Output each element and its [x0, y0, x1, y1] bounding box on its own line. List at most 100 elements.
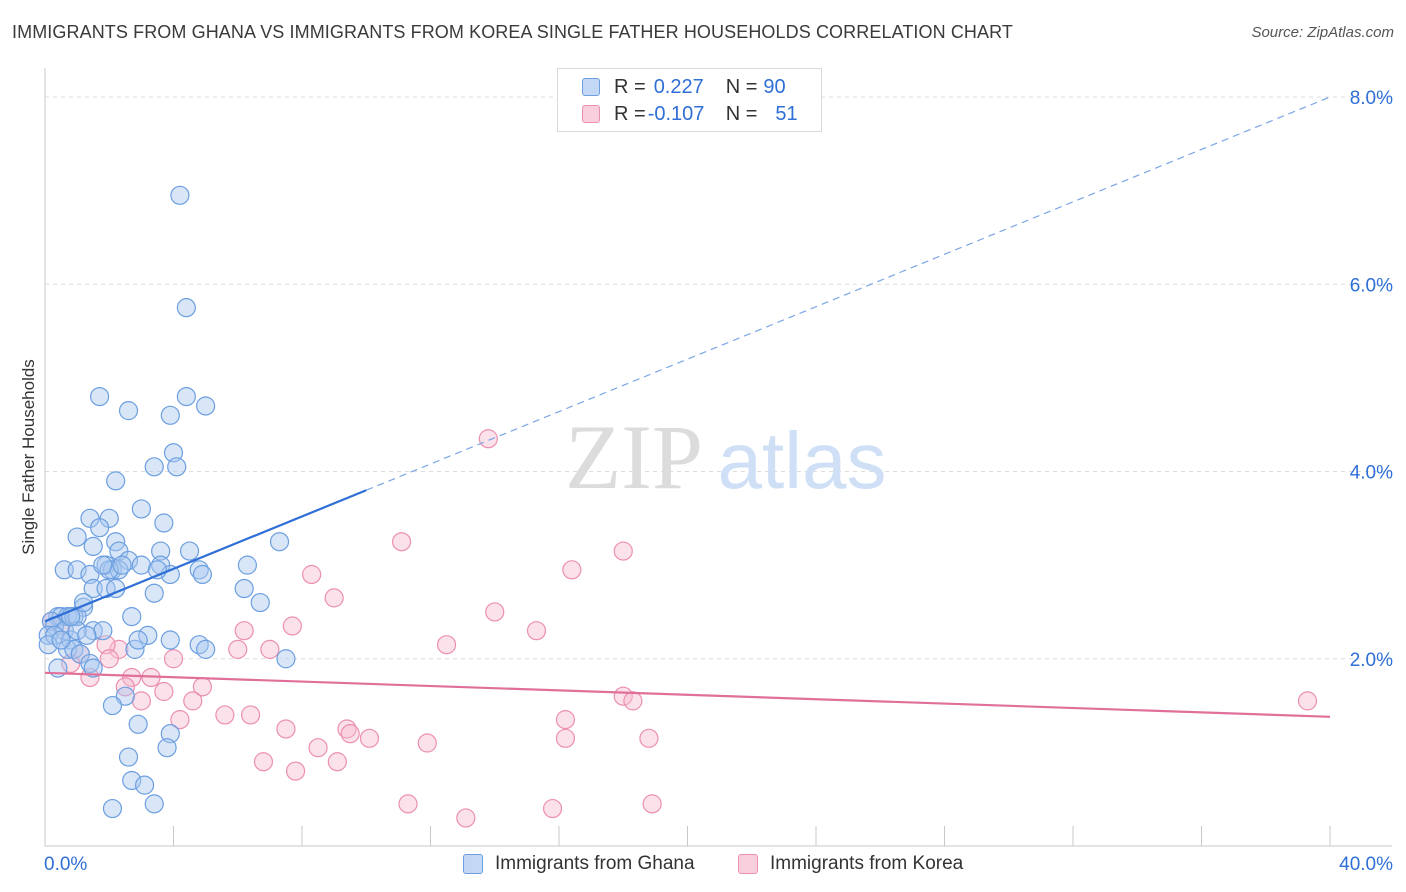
korea-point: [542, 798, 563, 819]
ghana-point: [144, 794, 164, 814]
korea-point: [163, 649, 184, 669]
ghana-point: [131, 555, 151, 575]
ghana-point: [93, 555, 113, 575]
korea-point: [417, 733, 437, 753]
ghana-point: [234, 578, 254, 599]
ghana-point: [167, 457, 187, 477]
y-axis-label: Single Father Households: [19, 359, 38, 555]
ghana-point: [106, 471, 126, 491]
korea-point: [324, 588, 344, 608]
korea-point: [215, 705, 235, 725]
korea-point: [1297, 691, 1318, 711]
ghana-points: [38, 185, 296, 819]
n-label: N =: [725, 75, 758, 98]
korea-point: [639, 728, 659, 748]
korea-point: [340, 724, 360, 744]
korea-point: [183, 691, 203, 711]
y-tick-label: 2.0%: [1350, 650, 1393, 671]
korea-point: [99, 649, 119, 669]
source-label: Source: ZipAtlas.com: [1251, 24, 1394, 41]
ghana-point: [90, 387, 110, 407]
korea-point: [359, 728, 380, 748]
ghana-point: [83, 658, 103, 678]
korea-point: [555, 710, 576, 730]
korea-point: [398, 794, 418, 814]
ghana-point: [102, 695, 123, 716]
ghana-point: [57, 639, 78, 659]
trend-lines: [44, 96, 1331, 718]
ghana-point: [138, 625, 158, 645]
korea-point: [122, 667, 142, 688]
ghana-point: [128, 714, 148, 734]
x-tick-label: 0.0%: [44, 854, 87, 875]
korea-point: [623, 691, 643, 711]
y-tick-label: 6.0%: [1350, 275, 1393, 296]
korea-point: [228, 639, 248, 659]
korea-point: [391, 532, 412, 552]
ghana-swatch: [582, 78, 600, 96]
korea-point: [96, 635, 116, 655]
korea-point: [253, 752, 274, 772]
n-value: 90: [763, 75, 786, 98]
r-label: R =: [614, 102, 646, 125]
ghana-point: [115, 686, 135, 706]
ghana-point: [118, 747, 139, 767]
correlation-legend: R = 0.227 N = 90 R = -0.107 N = 51: [557, 68, 822, 132]
ghana-point: [67, 560, 87, 580]
ghana-point: [134, 775, 155, 795]
korea-point: [154, 681, 174, 702]
korea-point: [282, 616, 302, 636]
ghana-point: [196, 396, 216, 416]
axes: [44, 68, 1392, 847]
ghana-point: [90, 518, 110, 538]
korea-point: [260, 639, 280, 659]
ghana-point: [131, 499, 151, 519]
korea-point: [308, 738, 328, 758]
watermark-atlas: atlas: [718, 416, 887, 505]
legend-korea[interactable]: Immigrants from Korea: [738, 851, 963, 877]
ghana-point: [38, 635, 58, 655]
ghana-legend-label: Immigrants from Ghana: [495, 853, 695, 874]
ghana-point: [93, 621, 113, 641]
watermark: ZIP atlas: [565, 406, 886, 508]
korea-point: [485, 602, 505, 622]
ghana-point: [144, 583, 164, 603]
korea-legend-swatch: [738, 854, 758, 874]
korea-point: [456, 808, 476, 828]
ghana-point: [83, 536, 103, 557]
ghana-point: [276, 649, 296, 669]
n-value: 51: [775, 102, 798, 125]
ghana-point: [160, 630, 180, 650]
korea-trend-line: [44, 671, 1331, 718]
ghana-point: [102, 798, 123, 819]
ghana-point: [157, 738, 177, 758]
ghana-point: [237, 555, 257, 575]
ghana-point: [160, 724, 180, 744]
ghana-point: [176, 387, 196, 407]
ghana-point: [128, 630, 148, 650]
ghana-point: [112, 555, 132, 575]
y-tick-label: 4.0%: [1350, 463, 1393, 484]
legend-ghana[interactable]: Immigrants from Ghana: [463, 851, 695, 877]
korea-swatch: [582, 105, 600, 123]
ghana-trend-extension: [366, 96, 1331, 491]
ghana-point: [77, 625, 97, 645]
ghana-point: [51, 630, 71, 650]
ghana-point: [170, 185, 190, 205]
ghana-point: [176, 298, 196, 318]
ghana-point: [163, 443, 184, 463]
ghana-point: [154, 513, 174, 533]
korea-point: [436, 635, 457, 655]
korea-point: [562, 560, 582, 580]
korea-point: [327, 752, 347, 772]
korea-point: [241, 705, 261, 725]
r-label: R =: [614, 75, 646, 98]
legend-row-ghana: R = 0.227 N = 90: [582, 75, 786, 99]
korea-point: [302, 564, 322, 585]
korea-points: [41, 429, 1318, 828]
ghana-point: [250, 592, 270, 613]
ghana-point: [179, 541, 200, 561]
y-tick-label: 8.0%: [1350, 88, 1393, 109]
korea-point: [555, 728, 576, 748]
